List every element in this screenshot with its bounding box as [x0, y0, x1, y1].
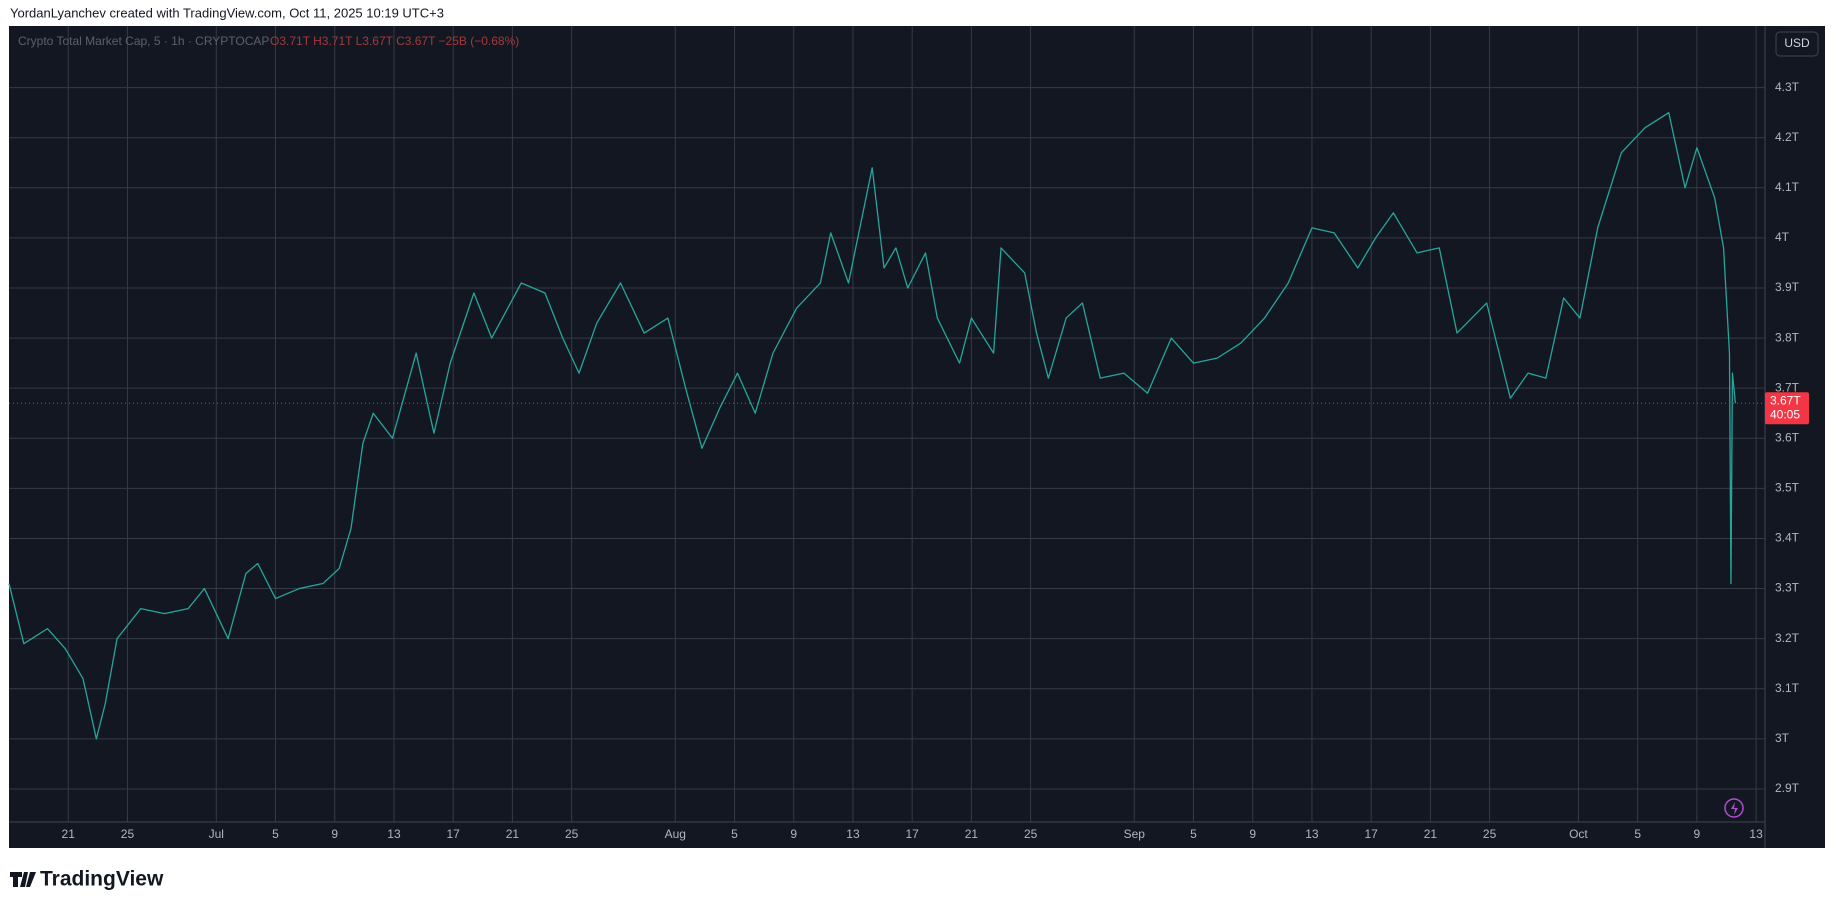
x-tick-label: Oct	[1569, 827, 1588, 841]
x-tick-label: 21	[62, 827, 76, 841]
x-tick-label: Aug	[665, 827, 686, 841]
panel	[9, 26, 1825, 848]
x-tick-label: 21	[506, 827, 520, 841]
y-tick-label: 3.4T	[1775, 531, 1800, 545]
x-tick-label: 17	[1364, 827, 1378, 841]
legend-title: Crypto Total Market Cap, 5 · 1h · CRYPTO…	[18, 34, 269, 48]
last-price-label: 3.67T	[1770, 393, 1801, 407]
y-tick-label: 4.1T	[1775, 180, 1800, 194]
grid	[9, 26, 1765, 822]
x-tick-label: 13	[1305, 827, 1319, 841]
y-tick-label: 3.5T	[1775, 481, 1800, 495]
x-tick-label: 21	[965, 827, 979, 841]
x-tick-label: 21	[1424, 827, 1438, 841]
x-tick-label: 5	[731, 827, 738, 841]
x-tick-label: 5	[272, 827, 279, 841]
currency[interactable]: USD	[1784, 36, 1810, 50]
brand: TradingView	[40, 868, 164, 891]
y-tick-label: 4.3T	[1775, 80, 1800, 94]
y-tick-label: 3.8T	[1775, 330, 1800, 344]
x-tick-label: 5	[1190, 827, 1197, 841]
x-tick-label: 5	[1634, 827, 1641, 841]
x-tick-label: 9	[331, 827, 338, 841]
y-tick-label: 3.6T	[1775, 430, 1800, 444]
y-tick-label: 3.2T	[1775, 631, 1800, 645]
alert-bolt	[1731, 802, 1738, 815]
x-tick-label: 13	[1749, 827, 1763, 841]
y-tick-label: 3.9T	[1775, 280, 1800, 294]
x-tick-label: 13	[387, 827, 401, 841]
x-tick-label: 9	[790, 827, 797, 841]
countdown: 40:05	[1770, 407, 1800, 421]
x-tick-label: 25	[1483, 827, 1497, 841]
y-tick-label: 4.2T	[1775, 130, 1800, 144]
y-tick-label: 4T	[1775, 230, 1790, 244]
logo: TradingView	[10, 868, 164, 891]
currency-button[interactable]	[1775, 31, 1819, 57]
x-tick-label: 17	[447, 827, 461, 841]
x-tick-label: 17	[905, 827, 919, 841]
x-tick-label: 13	[846, 827, 860, 841]
y-tick-label: 3.7T	[1775, 380, 1800, 394]
x-tick-label: 9	[1694, 827, 1701, 841]
header: YordanLyanchev created with TradingView.…	[10, 5, 444, 20]
alert-icon[interactable]	[1724, 798, 1744, 818]
price-line	[8, 112, 1737, 740]
logo-mark	[10, 872, 36, 887]
x-tick-label: 9	[1249, 827, 1256, 841]
last-price-box	[1765, 392, 1809, 425]
x-tick-label: 25	[565, 827, 579, 841]
x-tick-label: 25	[121, 827, 135, 841]
y-tick-label: 3.3T	[1775, 581, 1800, 595]
y-tick-label: 3.1T	[1775, 681, 1800, 695]
y-tick-label: 2.9T	[1775, 781, 1800, 795]
x-tick-label: Jul	[209, 827, 224, 841]
x-tick-label: Sep	[1124, 827, 1146, 841]
y-tick-label: 3T	[1775, 731, 1790, 745]
x-tick-label: 25	[1024, 827, 1038, 841]
legend-ohlc: O3.71T H3.71T L3.67T C3.67T −25B (−0.68%…	[270, 34, 519, 48]
